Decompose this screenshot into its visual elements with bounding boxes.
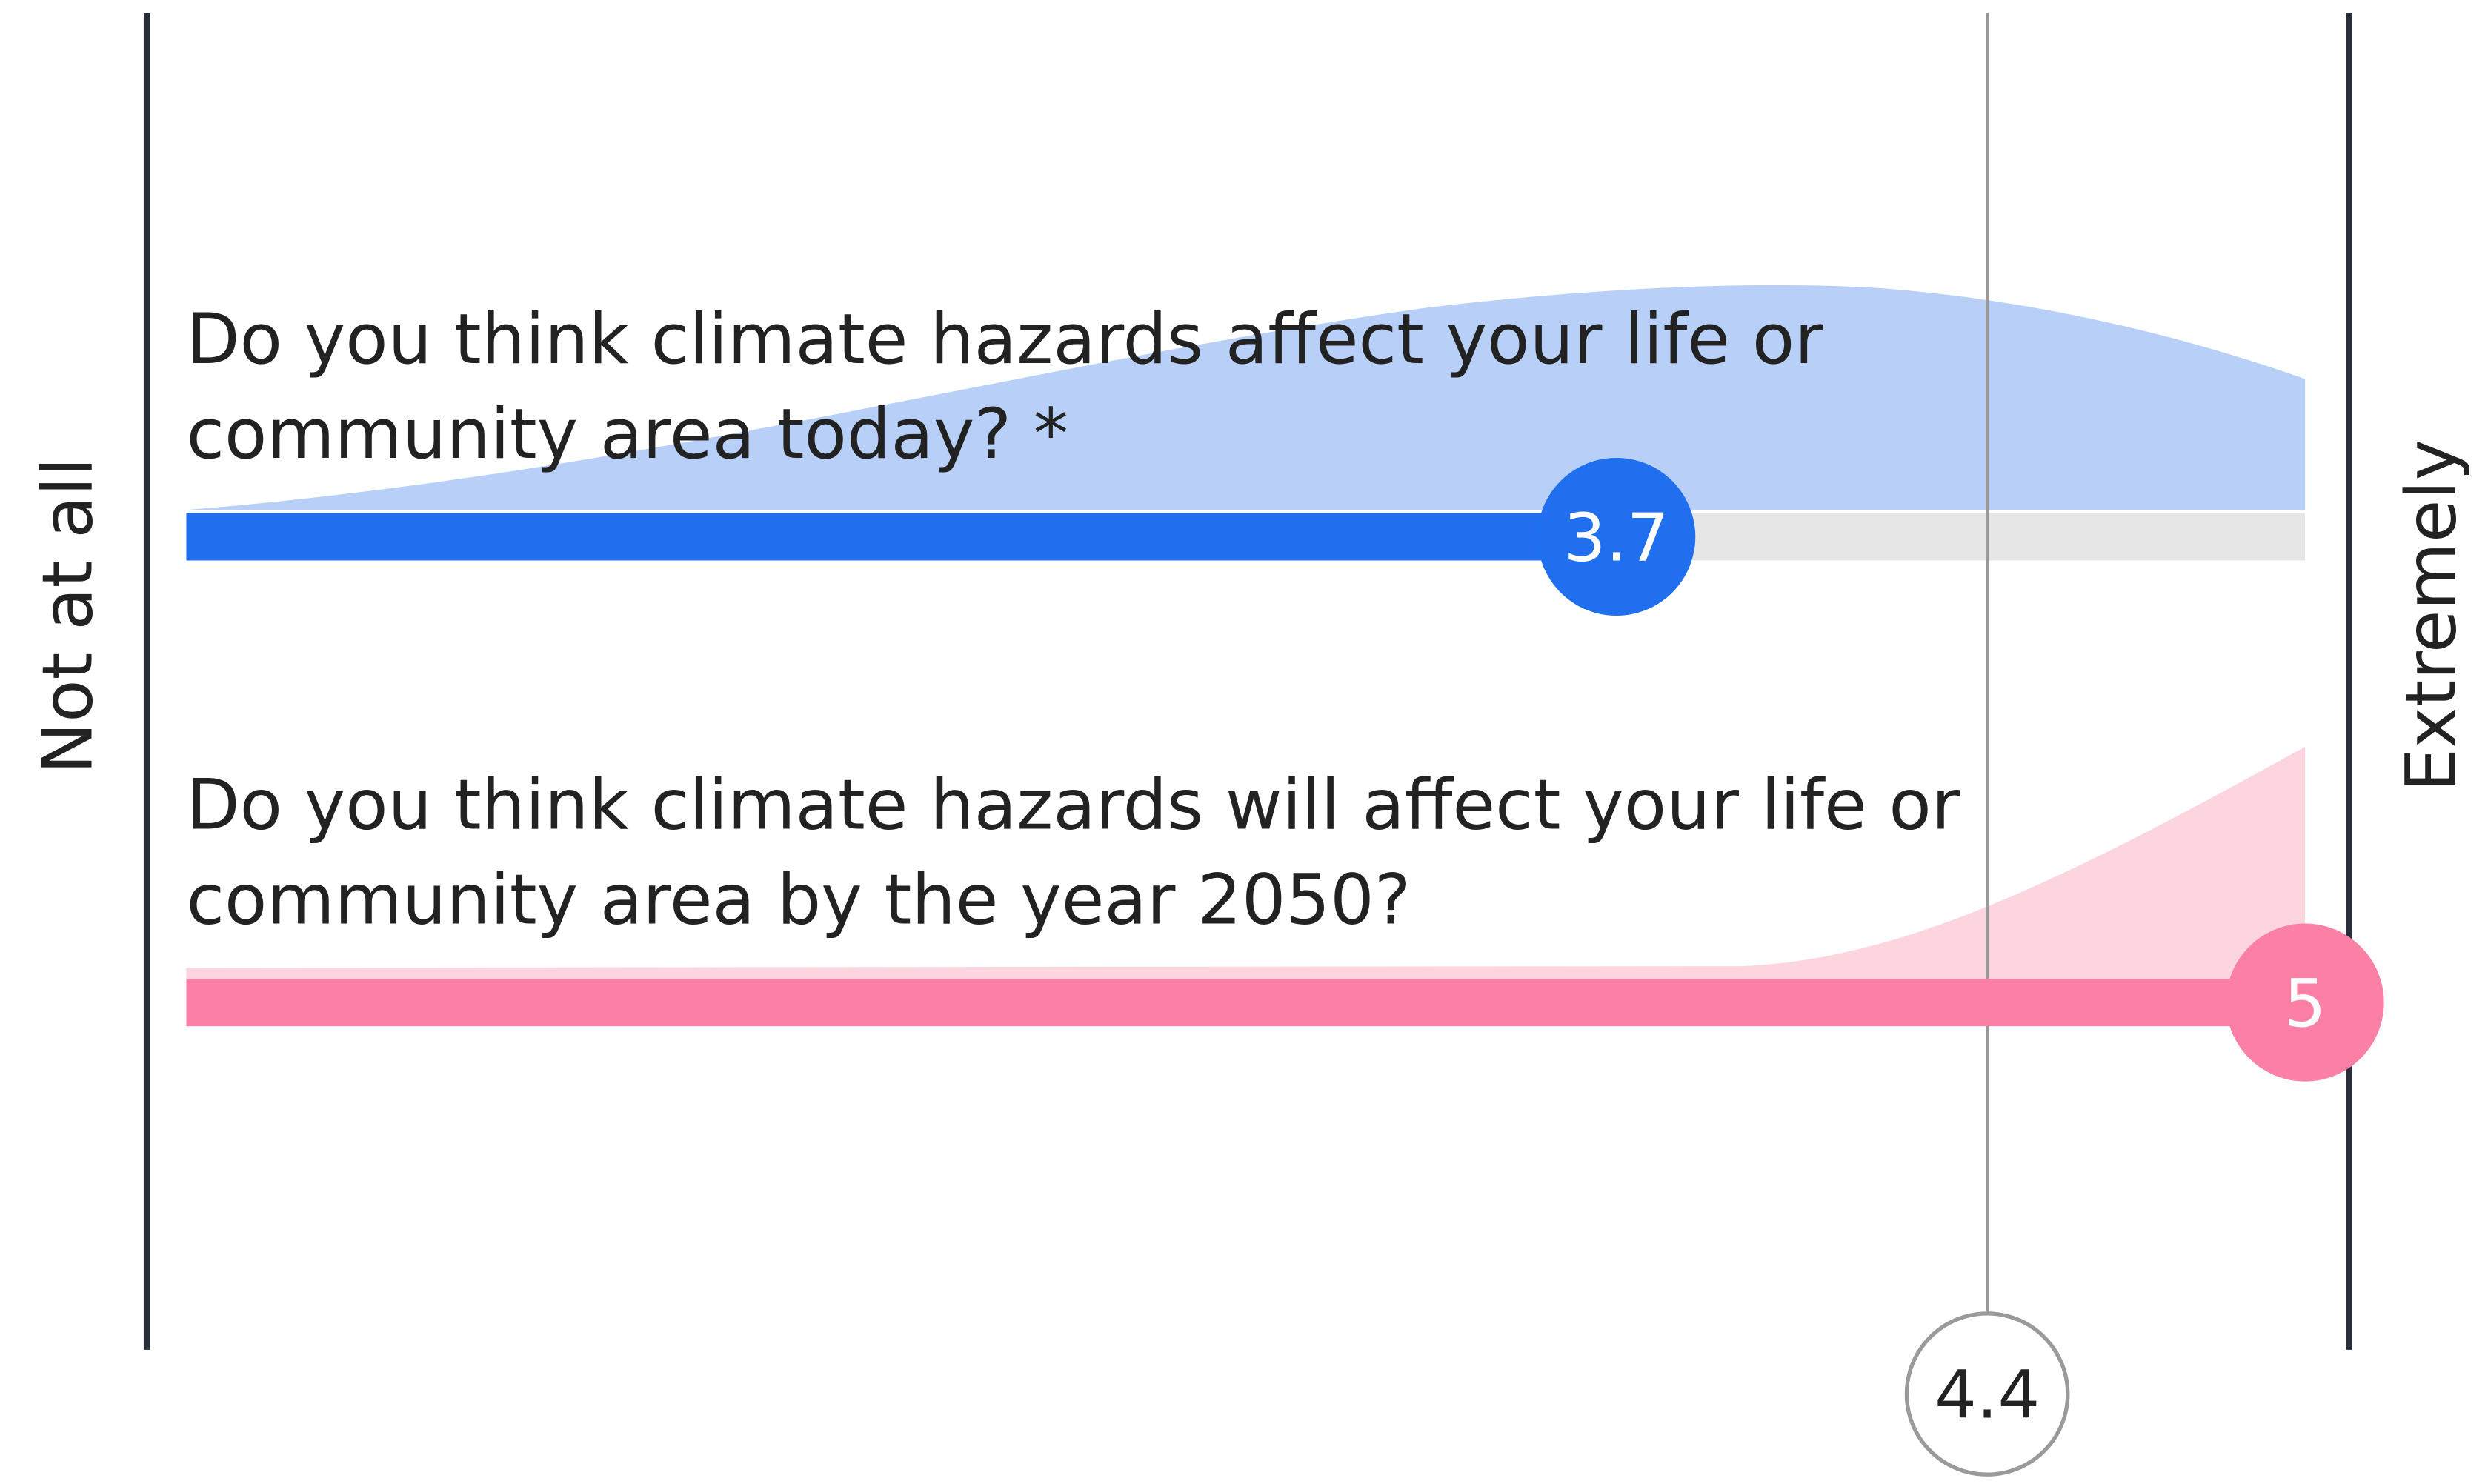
slider-knob[interactable] xyxy=(1537,457,1696,616)
question-text: community area by the year 2050? xyxy=(186,860,1411,941)
slider-knob[interactable] xyxy=(2226,923,2384,1082)
scale-max-label: Extremely xyxy=(2391,439,2472,792)
knob-value: 5 xyxy=(2284,965,2326,1042)
question-text: Do you think climate hazards affect your… xyxy=(186,299,1823,380)
knob-value: 3.7 xyxy=(1564,499,1669,576)
slider-fill xyxy=(186,513,1617,561)
scale-min-label: Not at all xyxy=(28,457,109,774)
distribution-area xyxy=(186,285,2306,510)
average-value: 4.4 xyxy=(1935,1357,2040,1434)
distribution-area xyxy=(186,746,2306,979)
question-text: community area today? * xyxy=(186,394,1068,475)
slider-fill xyxy=(186,979,2306,1027)
sliders: Do you think climate hazards affect your… xyxy=(186,13,2384,1477)
average-badge xyxy=(1904,1311,2070,1477)
question-text: Do you think climate hazards will affect… xyxy=(186,765,1960,846)
